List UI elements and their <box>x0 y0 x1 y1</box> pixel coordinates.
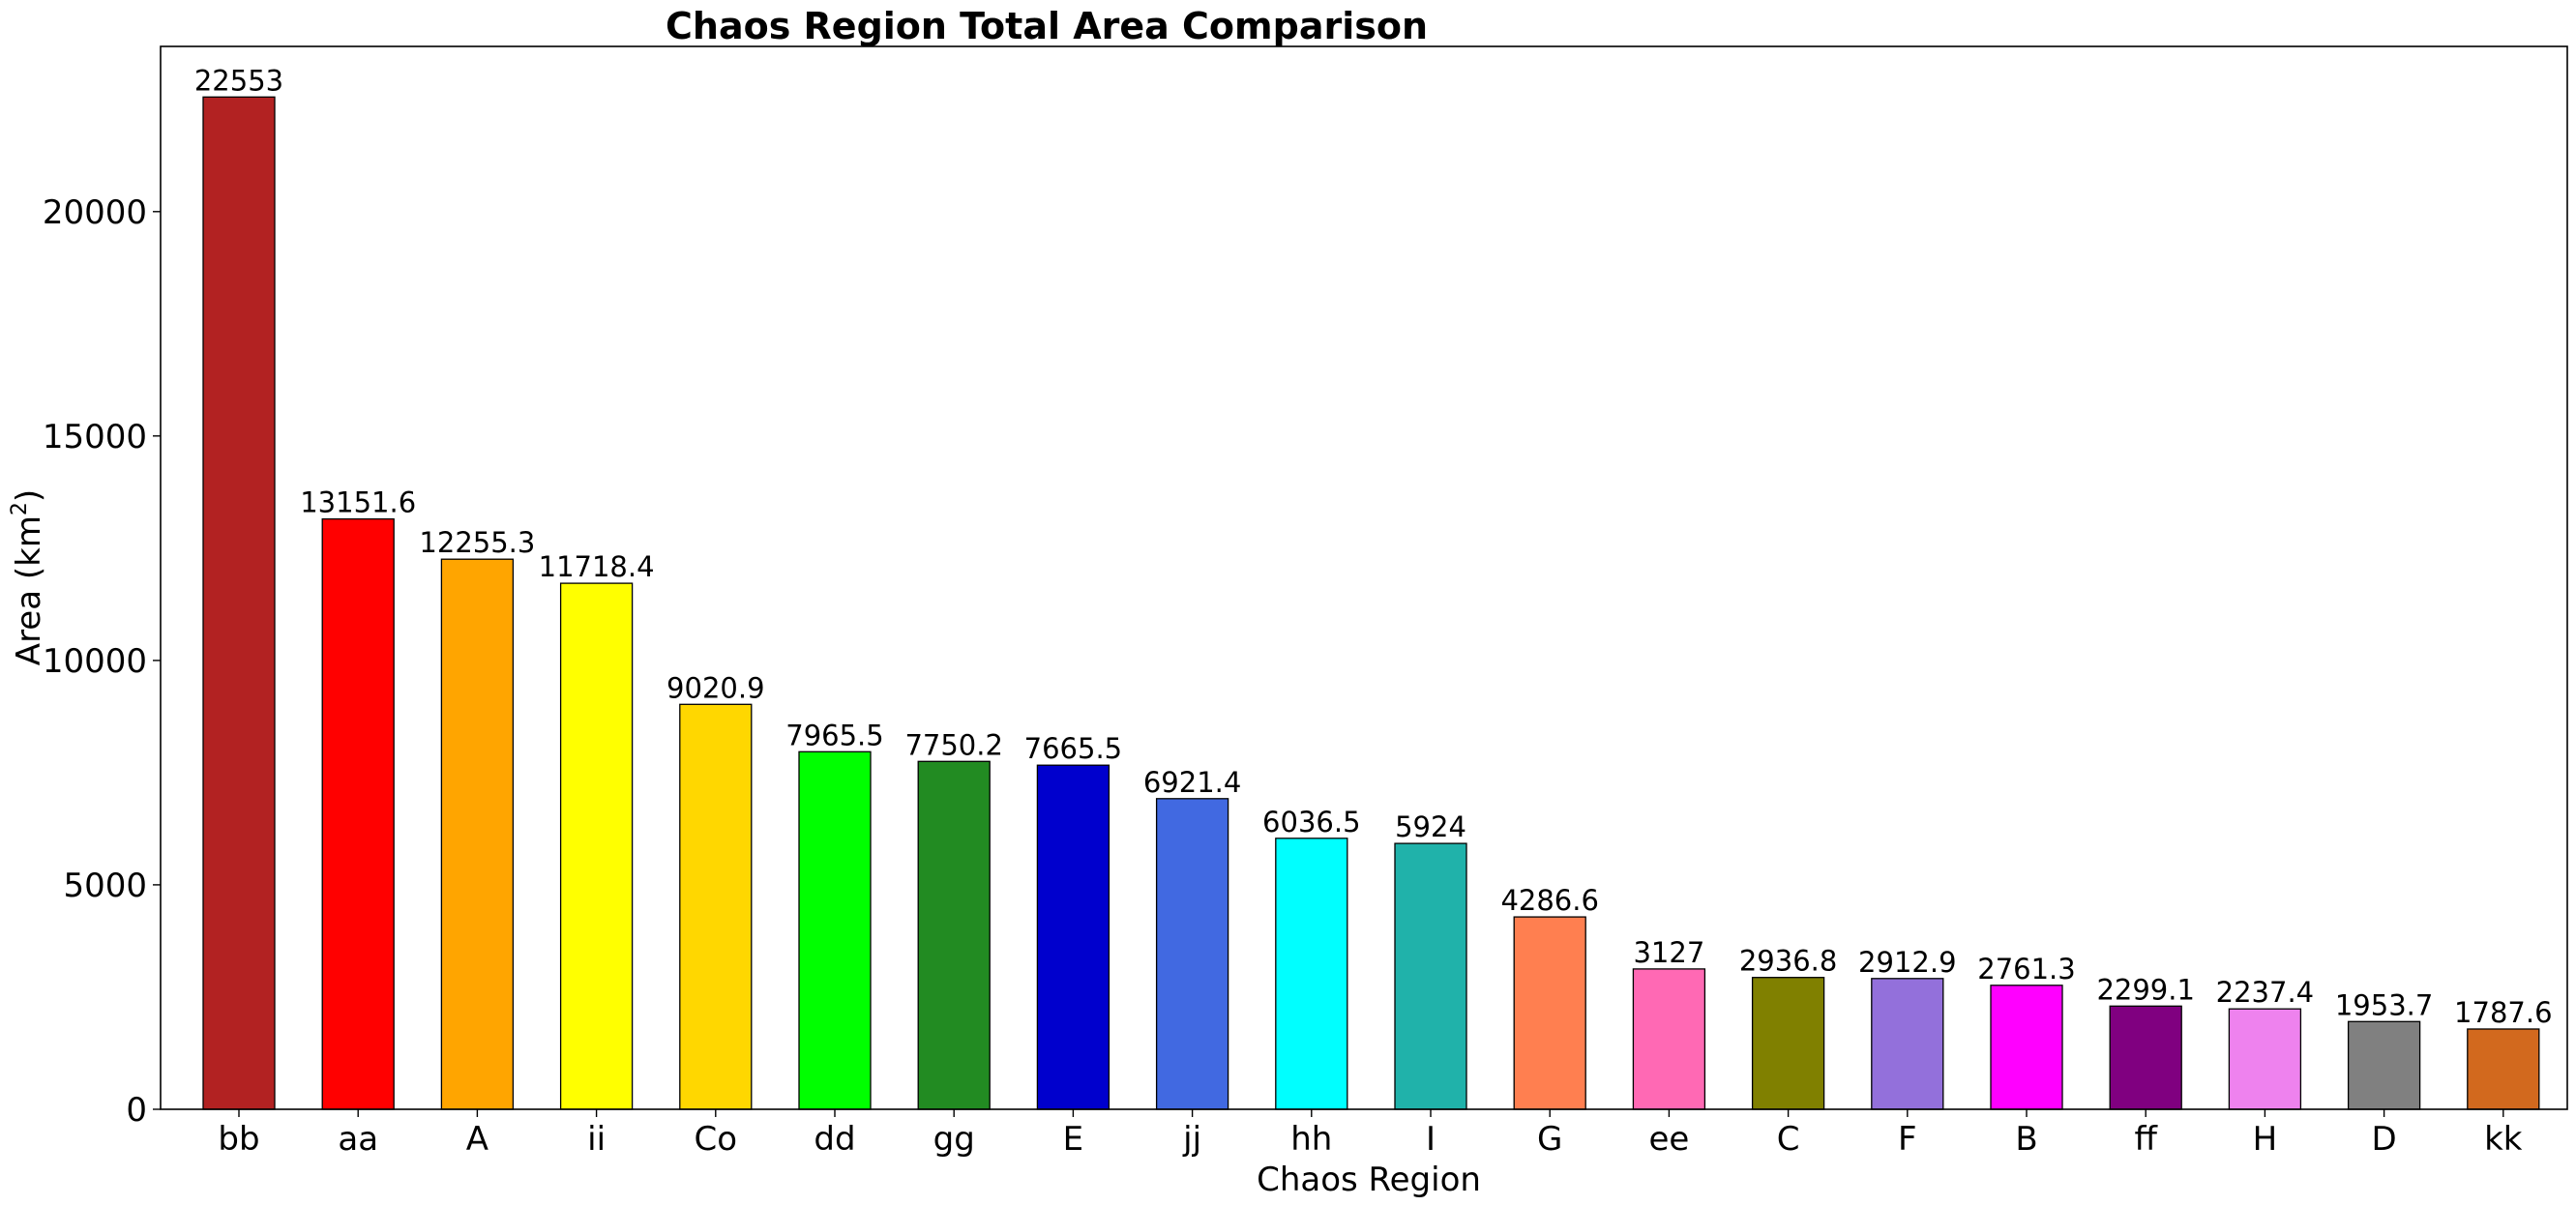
value-label-jj: 6921.4 <box>1143 766 1241 799</box>
x-tick-label-hh: hh <box>1290 1120 1332 1159</box>
x-tick-label-B: B <box>2015 1120 2037 1159</box>
value-label-kk: 1787.6 <box>2454 996 2552 1029</box>
x-tick-label-dd: dd <box>814 1120 855 1159</box>
value-label-ee: 3127 <box>1633 936 1704 969</box>
value-label-ii: 11718.4 <box>539 550 655 583</box>
x-tick-label-G: G <box>1537 1120 1562 1159</box>
x-tick-label-A: A <box>466 1120 489 1159</box>
bars-group <box>202 96 2540 1110</box>
value-label-ff: 2299.1 <box>2096 973 2194 1006</box>
x-tick-label-gg: gg <box>933 1120 975 1159</box>
y-axis-label-sup: 2 <box>8 502 32 515</box>
value-label-F: 2912.9 <box>1858 946 1956 979</box>
y-tick-label-20000: 20000 <box>43 193 147 232</box>
bar-aa <box>321 517 395 1110</box>
x-tick-label-C: C <box>1777 1120 1800 1159</box>
bar-B <box>1990 985 2063 1110</box>
bar-bb <box>202 96 276 1110</box>
value-label-dd: 7965.5 <box>785 719 883 751</box>
bar-gg <box>917 760 991 1110</box>
value-label-aa: 13151.6 <box>300 486 416 519</box>
y-axis-label-end: ) <box>10 489 48 502</box>
value-label-H: 2237.4 <box>2216 976 2314 1009</box>
bar-ii <box>559 582 634 1110</box>
value-label-hh: 6036.5 <box>1262 806 1360 838</box>
bar-hh <box>1275 838 1348 1110</box>
value-label-I: 5924 <box>1395 810 1466 843</box>
y-tick-label-5000: 5000 <box>63 867 147 905</box>
bar-ff <box>2109 1005 2182 1110</box>
bar-kk <box>2467 1028 2540 1110</box>
value-label-B: 2761.3 <box>1977 953 2075 985</box>
x-tick-label-aa: aa <box>338 1120 378 1159</box>
y-axis-label: Area (km2) <box>8 489 48 665</box>
x-tick-label-E: E <box>1063 1120 1083 1159</box>
bar-F <box>1871 978 1944 1110</box>
chart-title: Chaos Region Total Area Comparison <box>666 5 1428 47</box>
y-tick-label-10000: 10000 <box>43 642 147 681</box>
bar-Co <box>679 703 753 1110</box>
x-tick-label-bb: bb <box>218 1120 259 1159</box>
x-tick-label-I: I <box>1426 1120 1436 1159</box>
x-tick-label-Co: Co <box>695 1120 738 1159</box>
value-label-G: 4286.6 <box>1500 884 1598 917</box>
value-label-bb: 22553 <box>194 64 283 97</box>
bar-A <box>440 558 515 1110</box>
value-label-E: 7665.5 <box>1024 732 1122 765</box>
x-tick-label-ii: ii <box>587 1120 606 1159</box>
y-axis: 0 5000 10000 15000 20000 <box>43 193 161 1130</box>
x-tick-label-ee: ee <box>1648 1120 1689 1159</box>
value-label-gg: 7750.2 <box>904 728 1002 761</box>
y-tick-label-0: 0 <box>126 1091 147 1130</box>
x-tick-label-H: H <box>2253 1120 2278 1159</box>
plot-frame <box>160 45 2568 1110</box>
bar-dd <box>798 750 872 1110</box>
x-tick-label-kk: kk <box>2484 1120 2523 1159</box>
x-tick-label-F: F <box>1898 1120 1917 1159</box>
value-label-A: 12255.3 <box>419 526 535 559</box>
value-label-C: 2936.8 <box>1739 945 1837 978</box>
y-tick-label-15000: 15000 <box>43 418 147 456</box>
bar-H <box>2228 1008 2302 1110</box>
bar-I <box>1394 842 1467 1110</box>
value-label-Co: 9020.9 <box>666 671 764 704</box>
bar-C <box>1751 977 1825 1110</box>
x-tick-label-ff: ff <box>2134 1120 2158 1159</box>
x-tick-label-jj: jj <box>1182 1120 1201 1159</box>
bar-E <box>1036 764 1110 1110</box>
bar-jj <box>1155 798 1229 1110</box>
bar-ee <box>1632 968 1706 1110</box>
x-tick-label-D: D <box>2372 1120 2397 1159</box>
x-axis-label: Chaos Region <box>1257 1161 1481 1199</box>
value-label-D: 1953.7 <box>2335 988 2433 1021</box>
bar-D <box>2347 1020 2421 1110</box>
y-axis-label-text: Area (km <box>10 515 48 665</box>
bar-G <box>1513 916 1586 1110</box>
